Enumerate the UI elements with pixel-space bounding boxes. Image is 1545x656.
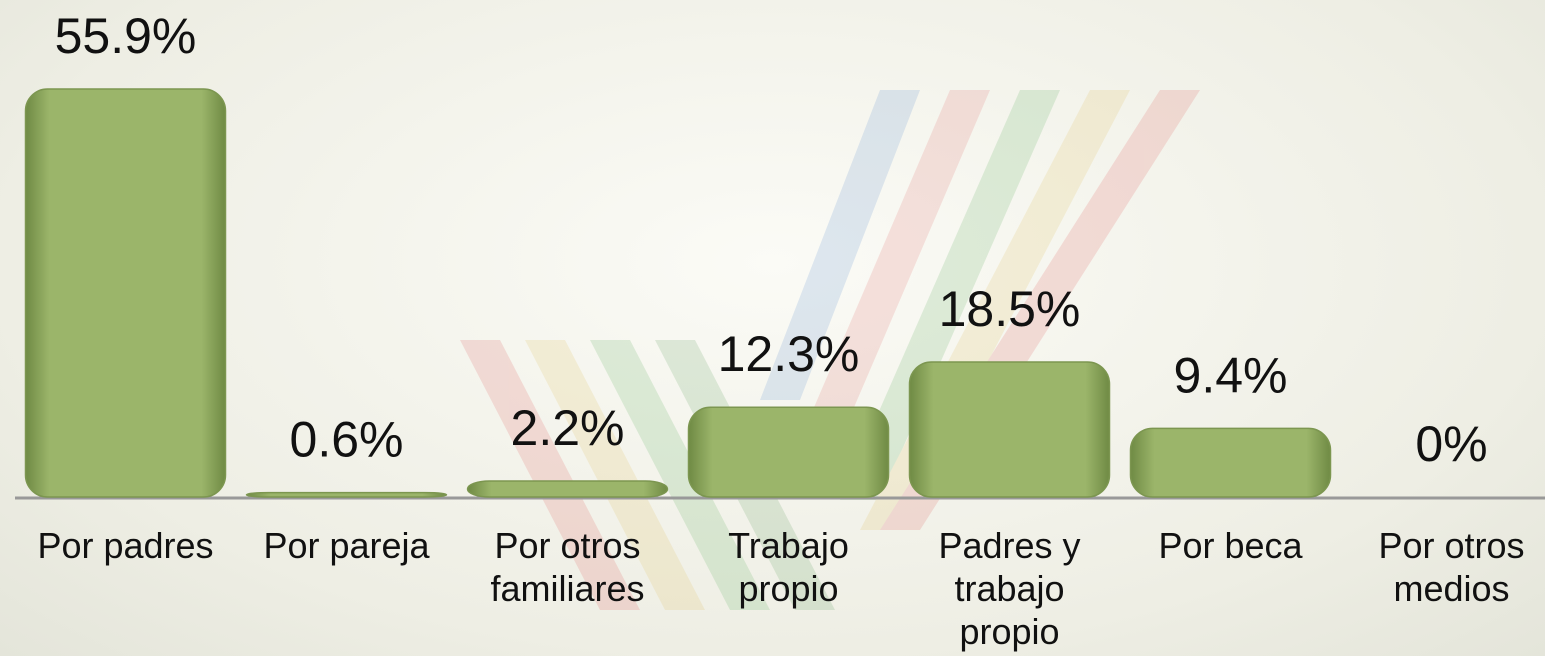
value-label: 2.2% [511,400,625,456]
bar [466,480,669,498]
value-label: 9.4% [1174,347,1288,403]
value-label: 12.3% [718,326,860,382]
category-label: Por pareja [263,525,430,566]
category-label: Padres y trabajo propio [938,525,1081,652]
bar [908,361,1111,498]
category-label: Por otros medios [1378,525,1525,609]
bar [245,491,448,498]
bar [1129,427,1332,498]
category-label: Trabajo propio [728,525,849,609]
bar [687,406,890,498]
category-label: Por otros familiares [490,525,645,609]
value-label: 0% [1415,416,1487,472]
category-label: Por padres [37,525,214,566]
value-label: 18.5% [939,281,1081,337]
value-label: 55.9% [55,8,197,64]
value-label: 0.6% [290,412,404,468]
category-label: Por beca [1158,525,1303,566]
bar [24,88,227,498]
